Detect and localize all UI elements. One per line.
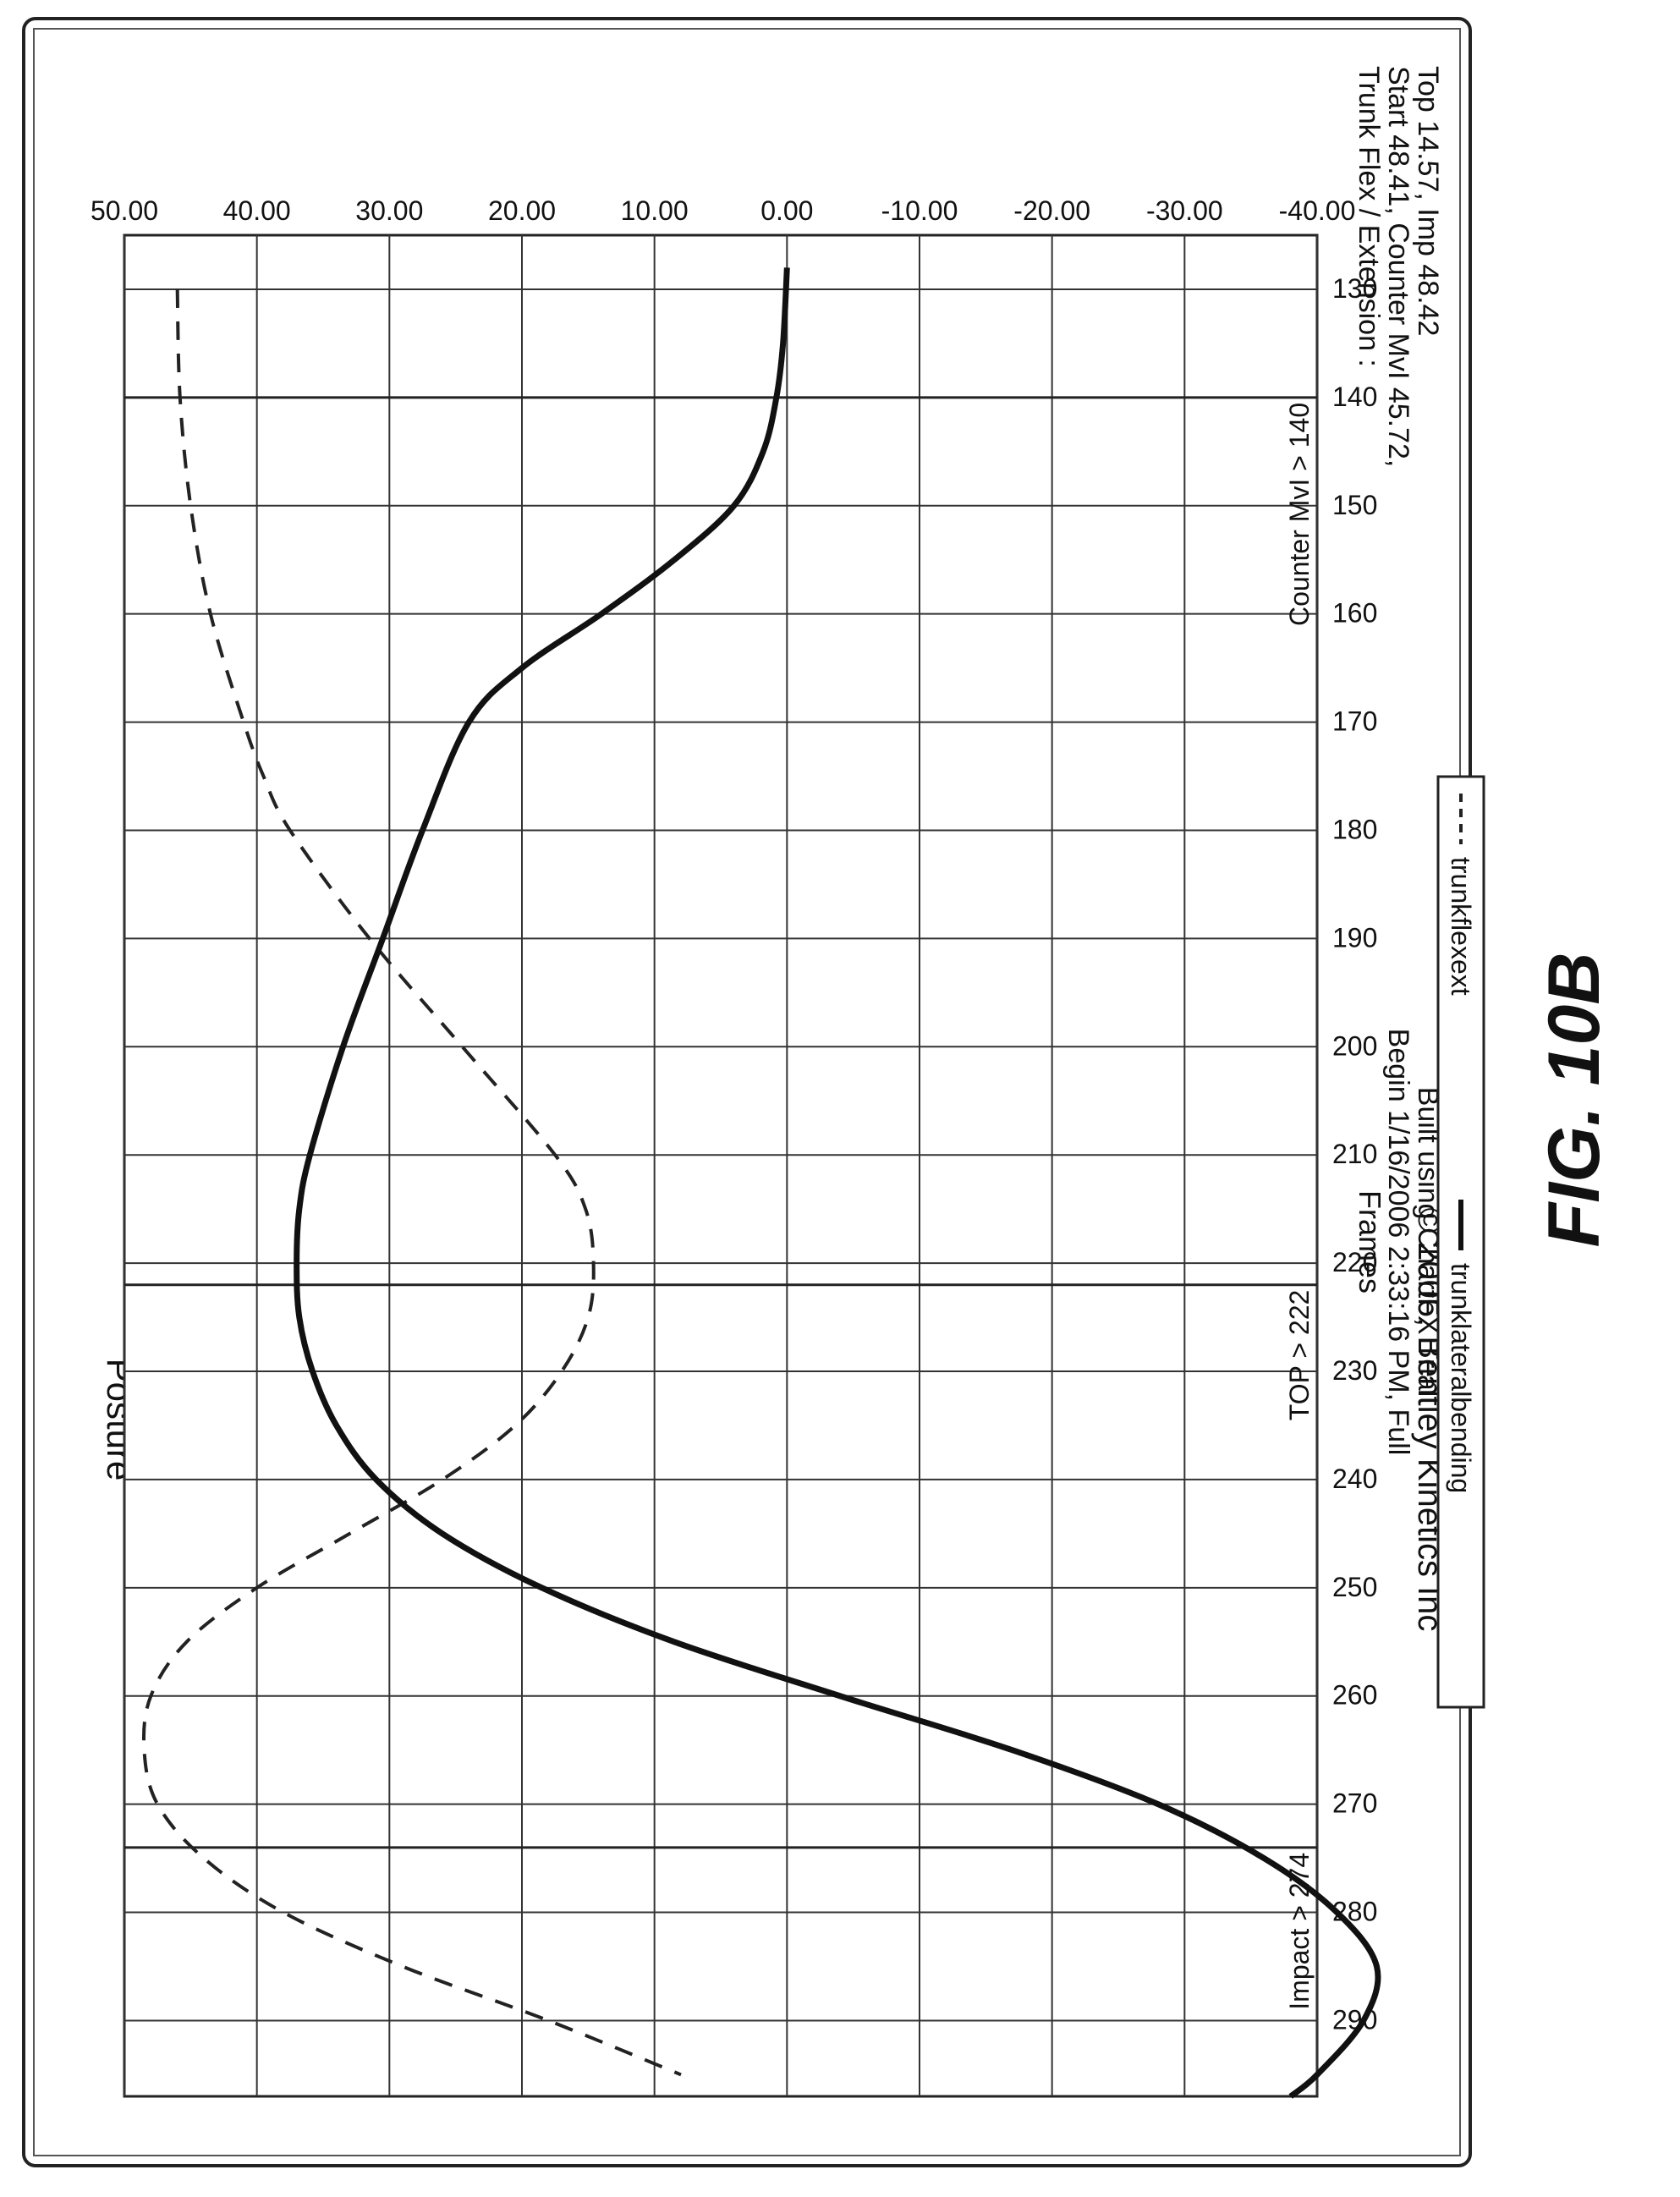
x-tick-label: 270 <box>1332 1788 1377 1819</box>
y-tick-label-group: 30.00 <box>355 195 423 226</box>
x-tick-label: 190 <box>1332 922 1377 953</box>
y-tick-label: 30.00 <box>355 195 423 226</box>
x-tick-label-group: 140 <box>1332 382 1377 412</box>
x-tick-label: 150 <box>1332 490 1377 520</box>
x-tick-label-group: 130 <box>1332 273 1377 304</box>
x-tick-label-group: 160 <box>1332 598 1377 629</box>
y-tick-label: 50.00 <box>91 195 158 226</box>
x-tick-label-group: 200 <box>1332 1030 1377 1061</box>
y-tick-label-group: -20.00 <box>1013 195 1090 226</box>
y-tick-label: -10.00 <box>881 195 958 226</box>
x-tick-label-group: 280 <box>1332 1897 1377 1927</box>
series-line-trunklateralbending <box>294 267 1381 2099</box>
x-tick-label-group: 290 <box>1332 2004 1377 2035</box>
y-tick-label-group: 40.00 <box>223 195 291 226</box>
x-tick-label-group: 210 <box>1332 1139 1377 1169</box>
y-tick-label-group: 20.00 <box>488 195 556 226</box>
y-tick-labels: 50.00 40.00 30.00 20.00 10.00 0.00 -10.00 -20.0… <box>91 195 1355 226</box>
x-tick-label: 240 <box>1332 1464 1377 1494</box>
plot-area <box>123 233 1319 2098</box>
y-tick-label: 40.00 <box>223 195 291 226</box>
x-tick-label-group: 150 <box>1332 490 1377 520</box>
x-tick-label: 280 <box>1332 1897 1377 1927</box>
x-tick-label-group: 270 <box>1332 1788 1377 1819</box>
legend-label-trunklateralbending: trunklateralbending <box>1446 1263 1476 1493</box>
y-tick-label: -30.00 <box>1146 195 1223 226</box>
x-tick-label: 200 <box>1332 1030 1377 1061</box>
x-tick-label: 140 <box>1332 382 1377 412</box>
y-tick-label: -20.00 <box>1013 195 1090 226</box>
y-tick-label-group: -30.00 <box>1146 195 1223 226</box>
subtitle-line-1: Begin 1/16/2006 2:33:16 PM, Full <box>1382 1029 1414 1456</box>
info-line-1: Trunk Flex / Extension : <box>1353 66 1385 367</box>
y-tick-label: 20.00 <box>488 195 556 226</box>
x-tick-label: 130 <box>1332 273 1377 304</box>
x-tick-label: 260 <box>1332 1680 1377 1711</box>
figure-label: FIG. 10B <box>1534 953 1615 1248</box>
x-tick-label-group: 190 <box>1332 922 1377 953</box>
x-tick-label-group: 180 <box>1332 814 1377 844</box>
marker-label: Counter MvI > 140 <box>1284 403 1315 626</box>
x-tick-label: 170 <box>1332 706 1377 737</box>
x-tick-labels: 130 140 150 160 170 180 190 200 210 220 230 240 250 2… <box>1332 273 1377 2035</box>
x-tick-label: 160 <box>1332 598 1377 629</box>
series-line-trunkflexext <box>141 288 682 2077</box>
x-tick-label-group: 220 <box>1332 1247 1377 1277</box>
series-group <box>141 267 1381 2099</box>
y-tick-label: 10.00 <box>621 195 689 226</box>
x-tick-label-group: 250 <box>1332 1572 1377 1602</box>
legend-label-trunkflexext: trunkflexext <box>1446 857 1476 996</box>
x-tick-label: 250 <box>1332 1572 1377 1602</box>
x-tick-label: 210 <box>1332 1139 1377 1169</box>
x-tick-label-group: 260 <box>1332 1680 1377 1711</box>
x-tick-label: 220 <box>1332 1247 1377 1277</box>
chart-rotated-group: © 2006, Bentley Kinetics Inc Posture Cou… <box>91 66 1485 2099</box>
marker-label: TOP > 222 <box>1284 1290 1315 1420</box>
y-tick-label: -40.00 <box>1279 195 1356 226</box>
x-tick-label: 230 <box>1332 1355 1377 1386</box>
x-axis-label: Frames <box>1353 1190 1387 1293</box>
y-tick-label-group: 50.00 <box>91 195 158 226</box>
y-tick-label-group: -40.00 <box>1279 195 1356 226</box>
x-tick-label: 290 <box>1332 2004 1377 2035</box>
y-tick-label-group: 10.00 <box>621 195 689 226</box>
y-tick-label-group: -10.00 <box>881 195 958 226</box>
x-tick-label: 180 <box>1332 814 1377 844</box>
info-line-2: Start 48.41, Counter MvI 45.72, <box>1382 66 1414 467</box>
x-tick-label-group: 240 <box>1332 1464 1377 1494</box>
y-tick-label-group: 0.00 <box>760 195 813 226</box>
x-tick-label-group: 170 <box>1332 706 1377 737</box>
legend: trunkflexext trunklateralbending <box>1436 775 1485 1709</box>
info-line-3: Top 14.57, Imp 48.42 <box>1412 66 1444 336</box>
x-tick-label-group: 230 <box>1332 1355 1377 1386</box>
y-tick-label: 0.00 <box>760 195 813 226</box>
grid <box>124 235 1318 2096</box>
